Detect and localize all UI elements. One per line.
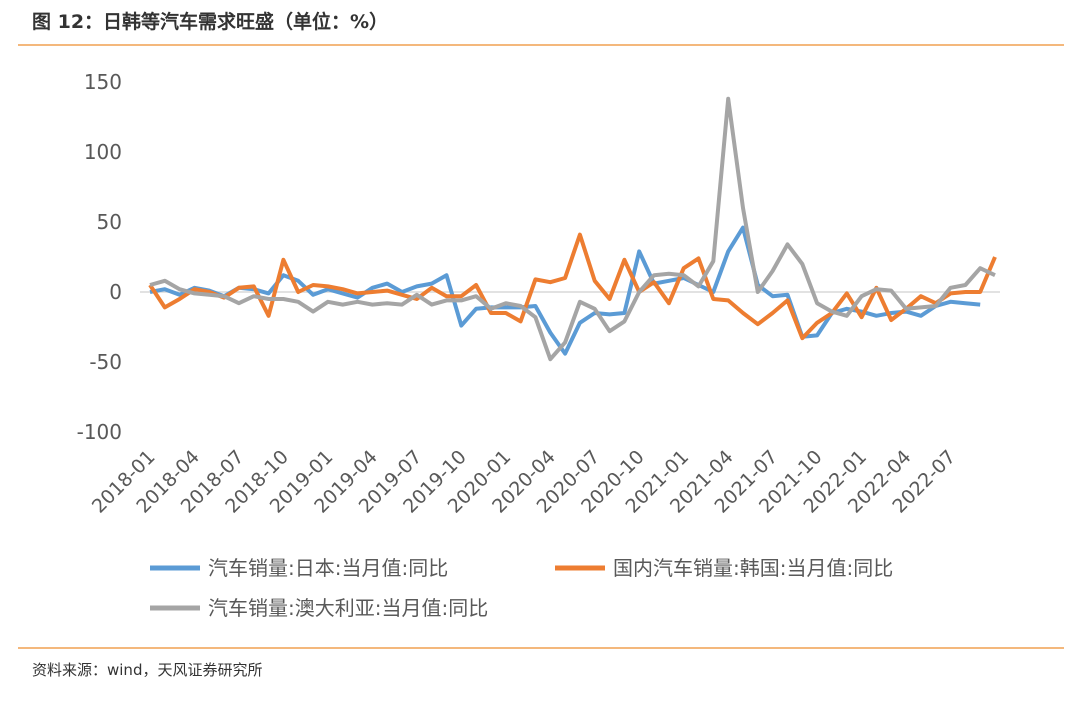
source: 资料来源：wind，天风证券研究所 <box>32 661 262 679</box>
y-tick-label: 100 <box>84 140 122 164</box>
y-tick-label: 150 <box>84 70 122 94</box>
series-line <box>149 96 996 362</box>
series-line <box>149 225 981 356</box>
legend-label: 汽车销量:澳大利亚:当月值:同比 <box>208 596 488 620</box>
y-tick-label: 0 <box>109 280 122 304</box>
y-tick-label: 50 <box>97 210 122 234</box>
legend-label: 国内汽车销量:韩国:当月值:同比 <box>613 556 893 580</box>
y-tick-label: -100 <box>77 420 122 444</box>
y-tick-label: -50 <box>89 350 122 374</box>
legend-label: 汽车销量:日本:当月值:同比 <box>208 556 448 580</box>
chart-title: 图 12：日韩等汽车需求旺盛（单位：%） <box>32 10 388 33</box>
